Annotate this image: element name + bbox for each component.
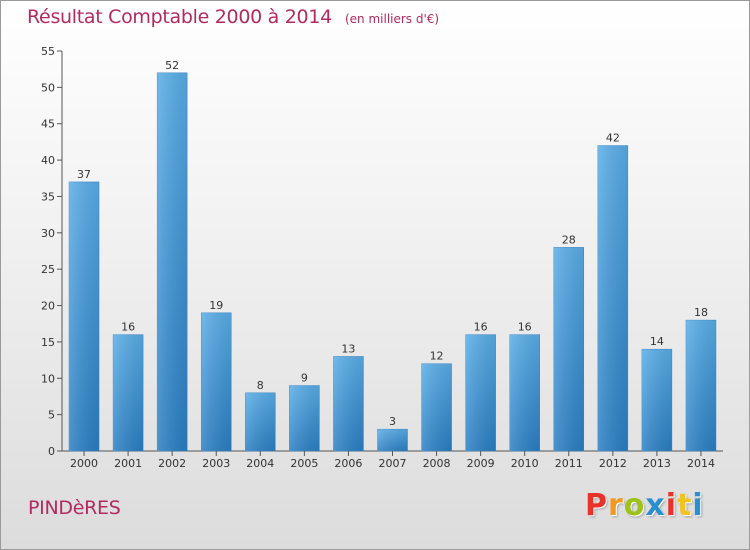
logo-letter: i xyxy=(692,488,704,523)
data-label: 3 xyxy=(389,415,396,428)
x-tick-label: 2012 xyxy=(599,457,627,470)
bar-shade xyxy=(69,181,100,451)
x-tick-label: 2013 xyxy=(643,457,671,470)
x-tick-label: 2009 xyxy=(467,457,495,470)
bar-shade xyxy=(245,392,276,451)
y-tick-label: 25 xyxy=(41,263,55,276)
data-label: 18 xyxy=(694,306,708,319)
y-tick-label: 0 xyxy=(48,445,55,458)
data-label: 16 xyxy=(121,321,135,334)
x-tick-label: 2014 xyxy=(687,457,715,470)
title-row: Résultat Comptable 2000 à 2014 (en milli… xyxy=(27,6,439,28)
y-tick-label: 50 xyxy=(41,81,55,94)
town-name: PINDèRES xyxy=(28,497,121,519)
y-tick-label: 40 xyxy=(41,154,55,167)
x-tick-label: 2010 xyxy=(511,457,539,470)
data-label: 8 xyxy=(257,379,264,392)
bar-shade xyxy=(553,247,584,451)
logo-letter: r xyxy=(608,488,624,523)
data-label: 16 xyxy=(518,321,532,334)
data-label: 52 xyxy=(165,59,179,72)
x-tick-label: 2004 xyxy=(246,457,274,470)
proxiti-logo: Proxiti xyxy=(585,488,704,523)
bar-shade xyxy=(597,145,628,451)
y-tick-label: 35 xyxy=(41,190,55,203)
y-tick-label: 5 xyxy=(48,409,55,422)
logo-letter: o xyxy=(623,488,646,523)
x-tick-label: 2005 xyxy=(290,457,318,470)
x-tick-label: 2001 xyxy=(114,457,142,470)
data-label: 13 xyxy=(341,342,355,355)
bar-shade xyxy=(333,356,364,451)
x-tick-label: 2007 xyxy=(379,457,407,470)
chart-title: Résultat Comptable 2000 à 2014 xyxy=(27,6,332,28)
bar-shade xyxy=(421,363,452,451)
bar-shade xyxy=(377,429,408,451)
x-tick-label: 2003 xyxy=(202,457,230,470)
data-label: 37 xyxy=(77,168,91,181)
x-tick-label: 2002 xyxy=(158,457,186,470)
data-label: 16 xyxy=(474,321,488,334)
bar-shade xyxy=(113,334,144,451)
y-tick-label: 30 xyxy=(41,227,55,240)
bar-shade xyxy=(201,312,232,451)
x-tick-label: 2006 xyxy=(334,457,362,470)
y-tick-label: 20 xyxy=(41,300,55,313)
data-label: 14 xyxy=(650,335,664,348)
data-label: 19 xyxy=(209,299,223,312)
data-label: 28 xyxy=(562,233,576,246)
logo-letter: t xyxy=(677,488,693,523)
logo-letter: i xyxy=(665,488,678,523)
logo-letter: P xyxy=(585,488,608,523)
chart-subtitle: (en milliers d'€) xyxy=(344,12,440,26)
bar-shade xyxy=(509,334,540,451)
logo-letter: x xyxy=(645,488,666,523)
x-tick-label: 2011 xyxy=(555,457,583,470)
y-tick-label: 10 xyxy=(41,372,55,385)
bar-shade xyxy=(289,385,320,451)
y-tick-label: 55 xyxy=(41,45,55,58)
x-tick-label: 2000 xyxy=(70,457,98,470)
y-tick-label: 45 xyxy=(41,118,55,131)
bar-shade xyxy=(157,72,188,452)
bar-shade xyxy=(465,334,496,451)
data-label: 9 xyxy=(301,372,308,385)
data-label: 12 xyxy=(430,350,444,363)
bar-shade xyxy=(641,349,672,451)
y-tick-label: 15 xyxy=(41,336,55,349)
bar-shade xyxy=(685,320,716,451)
x-tick-label: 2008 xyxy=(423,457,451,470)
data-label: 42 xyxy=(606,132,620,145)
